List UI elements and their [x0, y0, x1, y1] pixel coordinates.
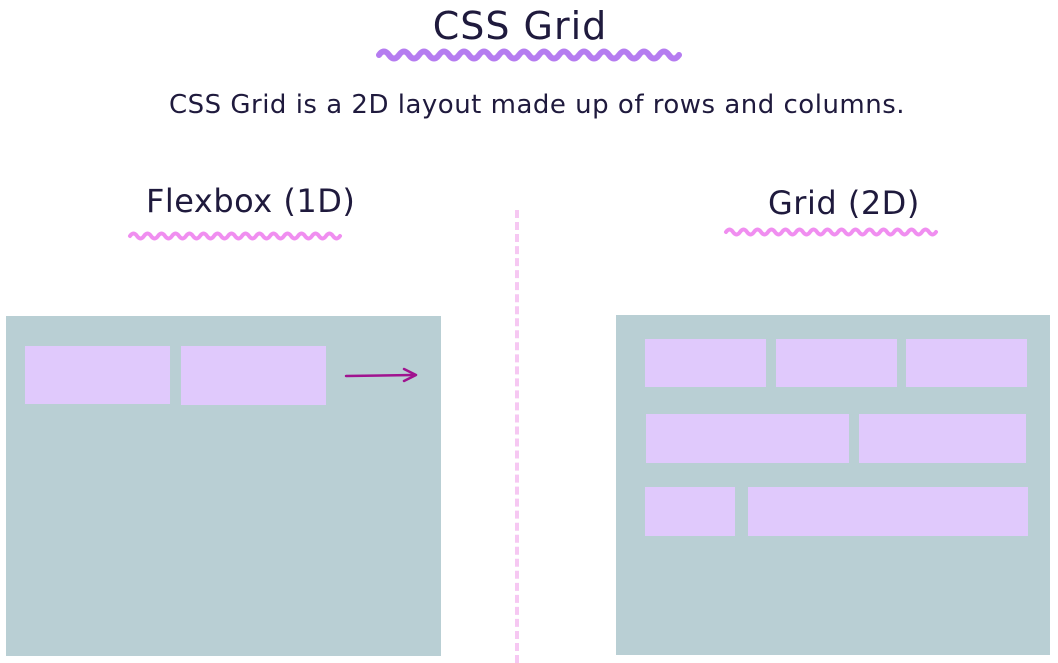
flexbox-label-underline	[128, 231, 342, 241]
grid-item	[748, 487, 1028, 536]
title-underline	[376, 48, 682, 62]
subtitle: CSS Grid is a 2D layout made up of rows …	[168, 90, 906, 120]
grid-item	[646, 414, 849, 463]
flex-item	[25, 346, 170, 404]
flexbox-container	[6, 316, 441, 656]
grid-label-underline	[724, 227, 938, 237]
grid-label: Grid (2D)	[768, 184, 920, 222]
page-title: CSS Grid	[432, 4, 608, 48]
grid-item	[645, 487, 735, 536]
grid-item	[776, 339, 897, 387]
grid-item	[859, 414, 1026, 463]
grid-item	[906, 339, 1027, 387]
grid-item	[645, 339, 766, 387]
direction-arrow-icon	[344, 367, 418, 383]
dashed-divider	[515, 210, 519, 663]
grid-container	[616, 315, 1050, 655]
flex-item	[181, 346, 326, 405]
flexbox-label: Flexbox (1D)	[146, 182, 356, 220]
